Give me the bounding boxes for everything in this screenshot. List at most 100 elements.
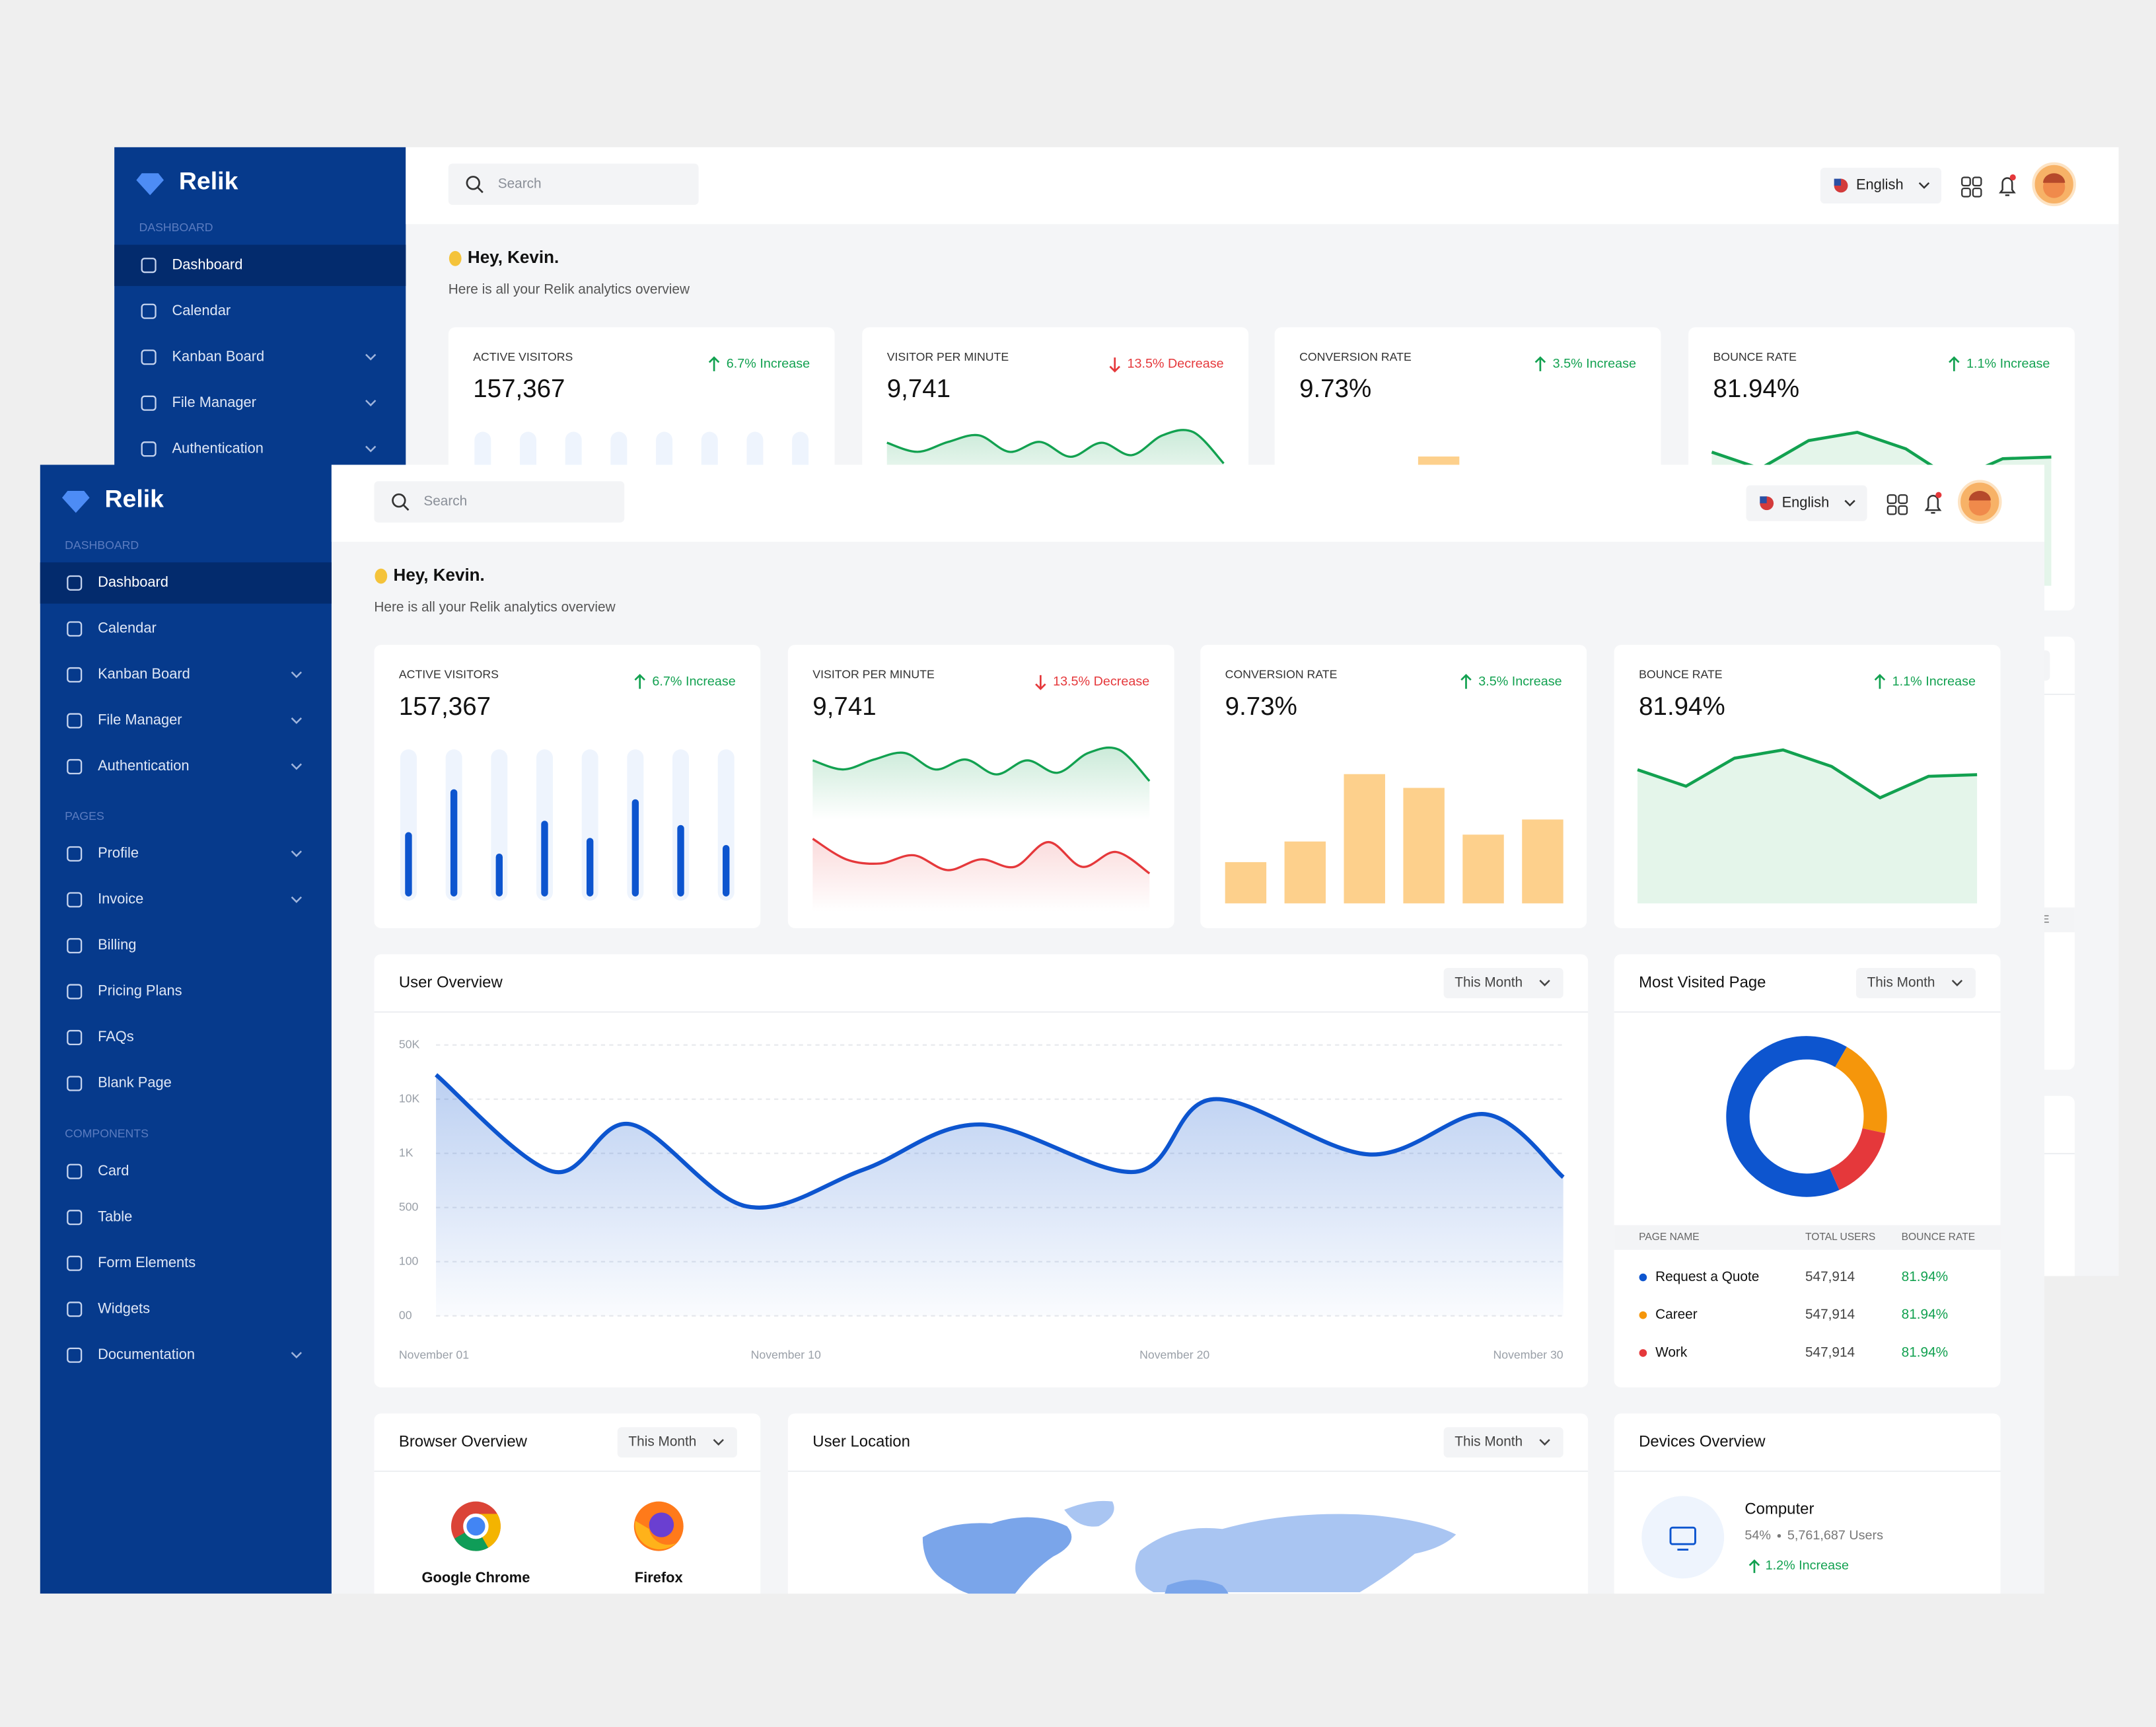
nav-item[interactable]: Widgets bbox=[98, 1300, 150, 1316]
device-change: 1.2% Increase bbox=[1766, 1559, 1849, 1573]
device-users: 5,761,687 Users bbox=[1787, 1528, 1883, 1543]
nav-item[interactable]: Form Elements bbox=[98, 1254, 196, 1270]
table-column-header: TOTAL USERS bbox=[1805, 1231, 1875, 1243]
nav-item[interactable]: Documentation bbox=[98, 1346, 195, 1362]
table-cell: 81.94% bbox=[1902, 1269, 1949, 1284]
greeting-subtitle: Here is all your Relik analytics overvie… bbox=[374, 599, 616, 614]
nav-icon bbox=[67, 713, 83, 729]
chrome-icon-part bbox=[454, 1526, 489, 1551]
notification-dot bbox=[1935, 492, 1942, 498]
table-cell: 81.94% bbox=[1902, 1344, 1949, 1360]
stat-title: VISITOR PER MINUTE bbox=[812, 668, 935, 681]
language-select[interactable] bbox=[1746, 485, 1867, 521]
search-icon-handle bbox=[477, 187, 484, 194]
apps-icon[interactable] bbox=[1961, 176, 1971, 187]
filter-dropdown[interactable] bbox=[1855, 968, 1976, 998]
nav-item[interactable]: FAQs bbox=[98, 1028, 134, 1045]
nav-icon bbox=[141, 395, 157, 411]
legend-dot bbox=[1639, 1311, 1647, 1319]
stat-value: 9.73% bbox=[1225, 692, 1297, 721]
brand: Relik bbox=[105, 484, 164, 512]
chevron-icon bbox=[1539, 1439, 1550, 1446]
nav-icon bbox=[67, 892, 83, 908]
filter-label: This Month bbox=[1867, 975, 1935, 990]
x-tick-label: November 01 bbox=[399, 1348, 469, 1362]
search-placeholder: Search bbox=[423, 494, 467, 509]
apps-icon[interactable] bbox=[1886, 494, 1897, 504]
bar-track bbox=[717, 749, 735, 901]
language-label: English bbox=[1856, 176, 1904, 193]
nav-icon bbox=[67, 1347, 83, 1363]
search-box[interactable] bbox=[448, 163, 699, 205]
stat-value: 9.73% bbox=[1299, 375, 1371, 403]
bar-track bbox=[581, 749, 598, 901]
stat-title: CONVERSION RATE bbox=[1225, 668, 1338, 681]
stat-change: 13.5% Decrease bbox=[1127, 357, 1223, 371]
language-select[interactable] bbox=[1820, 167, 1941, 204]
chevron-icon bbox=[291, 671, 302, 679]
avatar-hair bbox=[1968, 490, 1991, 501]
avatar-hair bbox=[2043, 173, 2066, 183]
y-tick-label: 500 bbox=[399, 1200, 419, 1213]
filter-dropdown[interactable] bbox=[1443, 968, 1563, 998]
filter-dropdown[interactable] bbox=[617, 1427, 737, 1458]
line bbox=[1637, 748, 1978, 800]
search-box[interactable] bbox=[374, 481, 625, 523]
device-share: 54% bbox=[1744, 1528, 1771, 1543]
nav-item[interactable]: Pricing Plans bbox=[98, 982, 182, 999]
map-region bbox=[1064, 1500, 1114, 1527]
card-title: Browser Overview bbox=[399, 1433, 528, 1451]
separator-dot bbox=[1777, 1534, 1781, 1538]
nav-section-title: DASHBOARD bbox=[139, 221, 213, 234]
map-region bbox=[922, 1517, 1072, 1594]
stat-change: 3.5% Increase bbox=[1478, 674, 1562, 688]
chevron-icon bbox=[291, 1352, 302, 1359]
nav-item[interactable]: Kanban Board bbox=[172, 348, 264, 364]
nav-item[interactable]: File Manager bbox=[172, 394, 256, 410]
apps-icon[interactable] bbox=[1972, 187, 1982, 198]
nav-item[interactable]: Calendar bbox=[172, 302, 231, 318]
line bbox=[812, 838, 1151, 875]
apps-icon[interactable] bbox=[1886, 505, 1897, 515]
nav-active bbox=[40, 562, 332, 604]
greeting-subtitle: Here is all your Relik analytics overvie… bbox=[449, 282, 690, 297]
bell-icon[interactable] bbox=[1998, 177, 2016, 196]
bell-icon[interactable] bbox=[1924, 495, 1942, 514]
nav-item[interactable]: File Manager bbox=[98, 712, 182, 728]
card-title: Most Visited Page bbox=[1639, 973, 1766, 991]
stat-change: 1.1% Increase bbox=[1966, 357, 2050, 371]
filter-dropdown[interactable] bbox=[1443, 1427, 1563, 1458]
line bbox=[812, 746, 1151, 782]
nav-item[interactable]: Authentication bbox=[172, 439, 263, 456]
nav-item[interactable]: Calendar bbox=[98, 620, 157, 636]
device-icon-bg bbox=[1641, 1496, 1725, 1579]
chevron-icon bbox=[365, 445, 377, 453]
nav-item[interactable]: Billing bbox=[98, 936, 136, 953]
nav-item[interactable]: Profile bbox=[98, 844, 139, 861]
wave-emoji bbox=[375, 568, 388, 584]
search-icon bbox=[466, 176, 480, 190]
table-column-header: BOUNCE RATE bbox=[1902, 1231, 1975, 1243]
nav-item[interactable]: Dashboard bbox=[98, 573, 168, 590]
card-title: Devices Overview bbox=[1639, 1433, 1766, 1451]
apps-icon[interactable] bbox=[1898, 505, 1908, 515]
nav-item[interactable]: Kanban Board bbox=[98, 665, 190, 682]
bar bbox=[1284, 841, 1326, 904]
chevron-icon bbox=[713, 1439, 724, 1446]
apps-icon[interactable] bbox=[1961, 187, 1971, 198]
apps-icon[interactable] bbox=[1972, 176, 1982, 187]
nav-icon bbox=[67, 1076, 83, 1091]
nav-icon bbox=[141, 303, 157, 319]
nav-item[interactable]: Blank Page bbox=[98, 1074, 172, 1091]
chevron-icon bbox=[291, 763, 302, 770]
stat-value: 81.94% bbox=[1713, 375, 1800, 403]
nav-item[interactable]: Dashboard bbox=[172, 256, 242, 272]
nav-item[interactable]: Authentication bbox=[98, 757, 189, 774]
nav-item[interactable]: Invoice bbox=[98, 891, 143, 907]
nav-item[interactable]: Table bbox=[98, 1208, 132, 1224]
legend-dot bbox=[1639, 1273, 1647, 1282]
bar bbox=[586, 838, 594, 897]
nav-item[interactable]: Card bbox=[98, 1162, 129, 1179]
greeting-title: Hey, Kevin. bbox=[468, 247, 559, 267]
apps-icon[interactable] bbox=[1898, 494, 1908, 504]
